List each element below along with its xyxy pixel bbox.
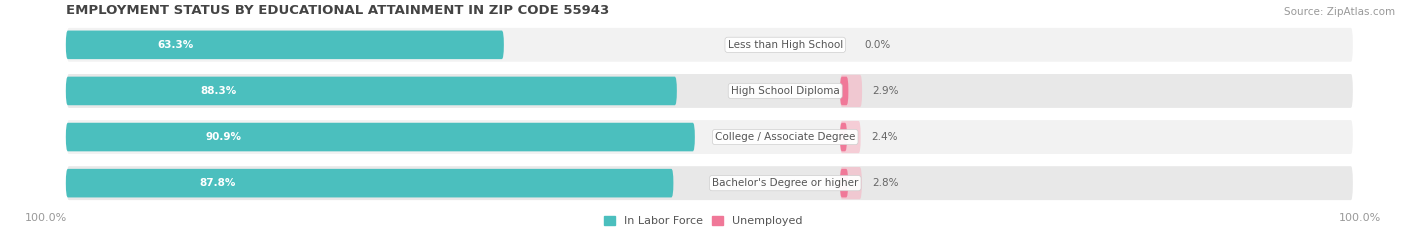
Text: 0.0%: 0.0% [865,40,890,50]
FancyBboxPatch shape [839,123,846,151]
Text: High School Diploma: High School Diploma [731,86,839,96]
FancyBboxPatch shape [66,123,695,151]
FancyBboxPatch shape [66,31,503,59]
Text: 87.8%: 87.8% [200,178,236,188]
Text: 100.0%: 100.0% [1339,213,1381,223]
Legend: In Labor Force, Unemployed: In Labor Force, Unemployed [599,212,807,231]
FancyBboxPatch shape [66,73,1354,109]
FancyBboxPatch shape [66,119,1354,155]
FancyBboxPatch shape [66,27,1354,63]
FancyBboxPatch shape [839,77,848,105]
FancyBboxPatch shape [839,121,860,153]
Text: 2.9%: 2.9% [872,86,898,96]
Text: Source: ZipAtlas.com: Source: ZipAtlas.com [1284,7,1395,17]
Text: College / Associate Degree: College / Associate Degree [716,132,855,142]
FancyBboxPatch shape [66,169,673,197]
Text: 2.8%: 2.8% [872,178,898,188]
FancyBboxPatch shape [839,75,862,107]
FancyBboxPatch shape [66,165,1354,201]
FancyBboxPatch shape [839,167,862,199]
Text: 100.0%: 100.0% [25,213,67,223]
Text: 2.4%: 2.4% [870,132,897,142]
Text: 63.3%: 63.3% [157,40,194,50]
Text: EMPLOYMENT STATUS BY EDUCATIONAL ATTAINMENT IN ZIP CODE 55943: EMPLOYMENT STATUS BY EDUCATIONAL ATTAINM… [66,4,609,17]
Text: 88.3%: 88.3% [201,86,236,96]
FancyBboxPatch shape [839,169,848,197]
Text: Bachelor's Degree or higher: Bachelor's Degree or higher [711,178,859,188]
FancyBboxPatch shape [66,77,676,105]
Text: 90.9%: 90.9% [205,132,240,142]
Text: Less than High School: Less than High School [727,40,842,50]
